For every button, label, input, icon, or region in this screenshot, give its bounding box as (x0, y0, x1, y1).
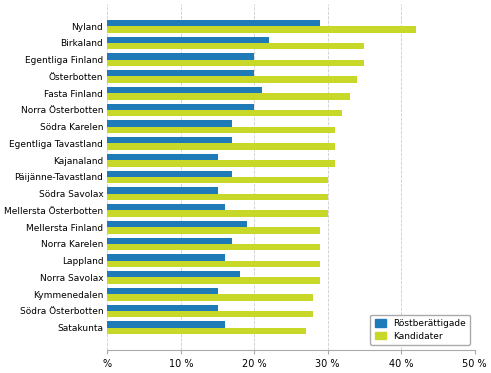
Bar (108, 70, 254, 76)
Bar (108, 154, 218, 160)
Bar (108, 137, 232, 144)
Bar (108, 20, 320, 26)
Bar (108, 244, 320, 250)
Bar (108, 144, 335, 150)
Bar (108, 194, 327, 200)
Legend: Röstberättigade, Kandidater: Röstberättigade, Kandidater (370, 315, 470, 345)
Bar (108, 254, 225, 261)
Bar (108, 160, 335, 167)
Bar (108, 177, 327, 184)
Bar (108, 221, 247, 227)
Bar (108, 322, 225, 328)
Bar (108, 238, 232, 244)
Bar (108, 43, 364, 49)
Bar (108, 278, 320, 284)
Bar (108, 127, 335, 133)
Bar (108, 120, 232, 127)
Bar (108, 261, 320, 267)
Bar (108, 104, 254, 110)
Bar (108, 37, 269, 43)
Bar (108, 227, 320, 233)
Bar (108, 328, 306, 334)
Bar (108, 288, 218, 294)
Bar (108, 93, 350, 100)
Bar (108, 76, 357, 83)
Bar (108, 170, 232, 177)
Bar (108, 210, 327, 217)
Bar (108, 311, 313, 317)
Bar (108, 110, 342, 116)
Bar (108, 60, 364, 66)
Bar (108, 204, 225, 210)
Bar (108, 305, 218, 311)
Bar (108, 187, 218, 194)
Bar (108, 87, 262, 93)
Bar (108, 26, 416, 32)
Bar (108, 294, 313, 301)
Bar (108, 53, 254, 60)
Bar (108, 271, 240, 278)
